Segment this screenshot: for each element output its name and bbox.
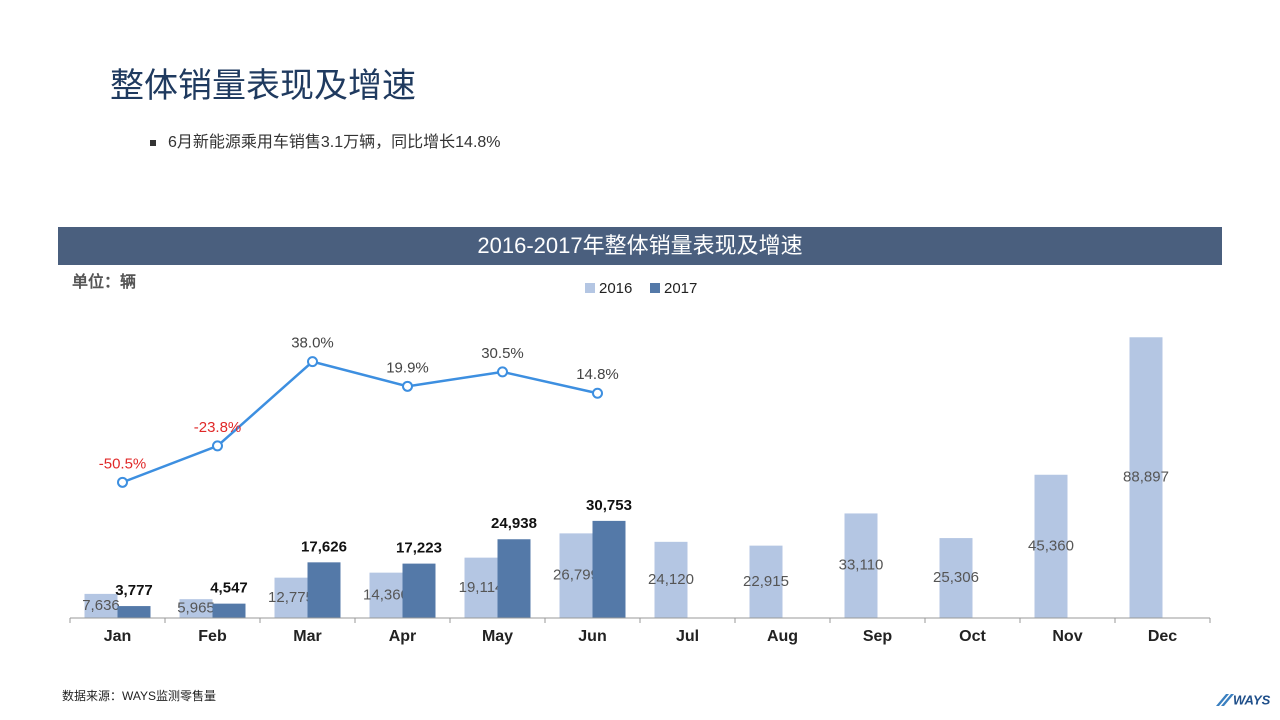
bar <box>749 545 783 618</box>
x-tick-label: Apr <box>389 628 417 645</box>
x-tick-label: Aug <box>767 628 798 645</box>
bullet-marker <box>150 140 156 146</box>
value-label: 17,626 <box>301 538 347 555</box>
value-label: 4,547 <box>210 580 248 597</box>
bar <box>369 572 403 618</box>
value-label: 19,114 <box>459 579 504 596</box>
x-tick-label: Jan <box>104 628 132 645</box>
value-label: 26,799 <box>553 567 599 584</box>
legend-swatch <box>650 283 660 293</box>
x-tick-label: Jun <box>578 628 606 645</box>
value-label: 33,110 <box>839 557 884 574</box>
value-label: 24,120 <box>648 571 694 588</box>
value-label: 25,306 <box>933 569 979 586</box>
bar <box>1129 337 1163 618</box>
x-tick-label: Feb <box>198 628 227 645</box>
source-note: 数据来源：WAYS监测零售量 <box>62 688 216 703</box>
legend-label: 2016 <box>599 280 632 297</box>
value-label: 30,753 <box>586 497 632 514</box>
x-tick-label: Sep <box>863 628 893 645</box>
value-label: 24,938 <box>491 515 537 532</box>
bar <box>1034 474 1068 618</box>
legend-swatch <box>585 283 595 293</box>
chart-title: 2016-2017年整体销量表现及增速 <box>477 233 802 258</box>
value-label: 7,636 <box>82 597 120 614</box>
growth-label: -50.5% <box>99 455 147 472</box>
growth-point <box>402 380 413 392</box>
bar <box>274 577 308 618</box>
growth-point <box>592 387 603 399</box>
growth-point <box>497 366 508 378</box>
bar <box>939 538 973 618</box>
legend-label: 2017 <box>664 280 697 297</box>
growth-line <box>122 360 598 484</box>
x-tick-label: Nov <box>1052 628 1082 645</box>
bullet-text: 6月新能源乘用车销售3.1万辆，同比增长14.8% <box>168 133 501 151</box>
value-label: 45,360 <box>1028 537 1074 554</box>
chart-header-bar <box>58 227 1222 265</box>
x-tick-label: Oct <box>959 628 986 645</box>
value-label: 17,223 <box>396 540 442 557</box>
value-label: 22,915 <box>743 573 789 590</box>
growth-label: 30.5% <box>481 345 524 362</box>
bar <box>559 533 593 618</box>
x-tick-label: May <box>482 628 513 645</box>
bar <box>844 513 878 618</box>
value-label: 14,360 <box>363 586 409 603</box>
logo-icon <box>1216 694 1234 706</box>
bar <box>402 563 436 618</box>
growth-label: 14.8% <box>576 366 619 383</box>
bar <box>307 562 341 618</box>
logo-text: WAYS <box>1233 692 1271 707</box>
value-label: 88,897 <box>1123 469 1169 486</box>
x-tick-label: Dec <box>1148 628 1177 645</box>
unit-label: 单位：辆 <box>72 272 136 291</box>
slide-title: 整体销量表现及增速 <box>110 67 416 105</box>
bar <box>117 606 151 618</box>
growth-point <box>117 476 128 488</box>
bar <box>464 557 498 618</box>
value-label: 3,777 <box>115 582 153 599</box>
growth-label: -23.8% <box>194 419 242 436</box>
bar <box>497 539 531 618</box>
x-tick-label: Mar <box>293 628 321 645</box>
x-tick-label: Jul <box>676 628 699 645</box>
growth-label: 19.9% <box>386 359 429 376</box>
growth-point <box>212 440 223 452</box>
growth-point <box>307 356 318 368</box>
bar <box>84 593 118 618</box>
bar <box>179 599 213 618</box>
value-label: 5,965 <box>177 600 215 617</box>
bar <box>592 520 626 618</box>
bar <box>654 541 688 618</box>
growth-label: 38.0% <box>291 335 334 352</box>
bar <box>212 603 246 618</box>
value-label: 12,775 <box>268 589 314 606</box>
